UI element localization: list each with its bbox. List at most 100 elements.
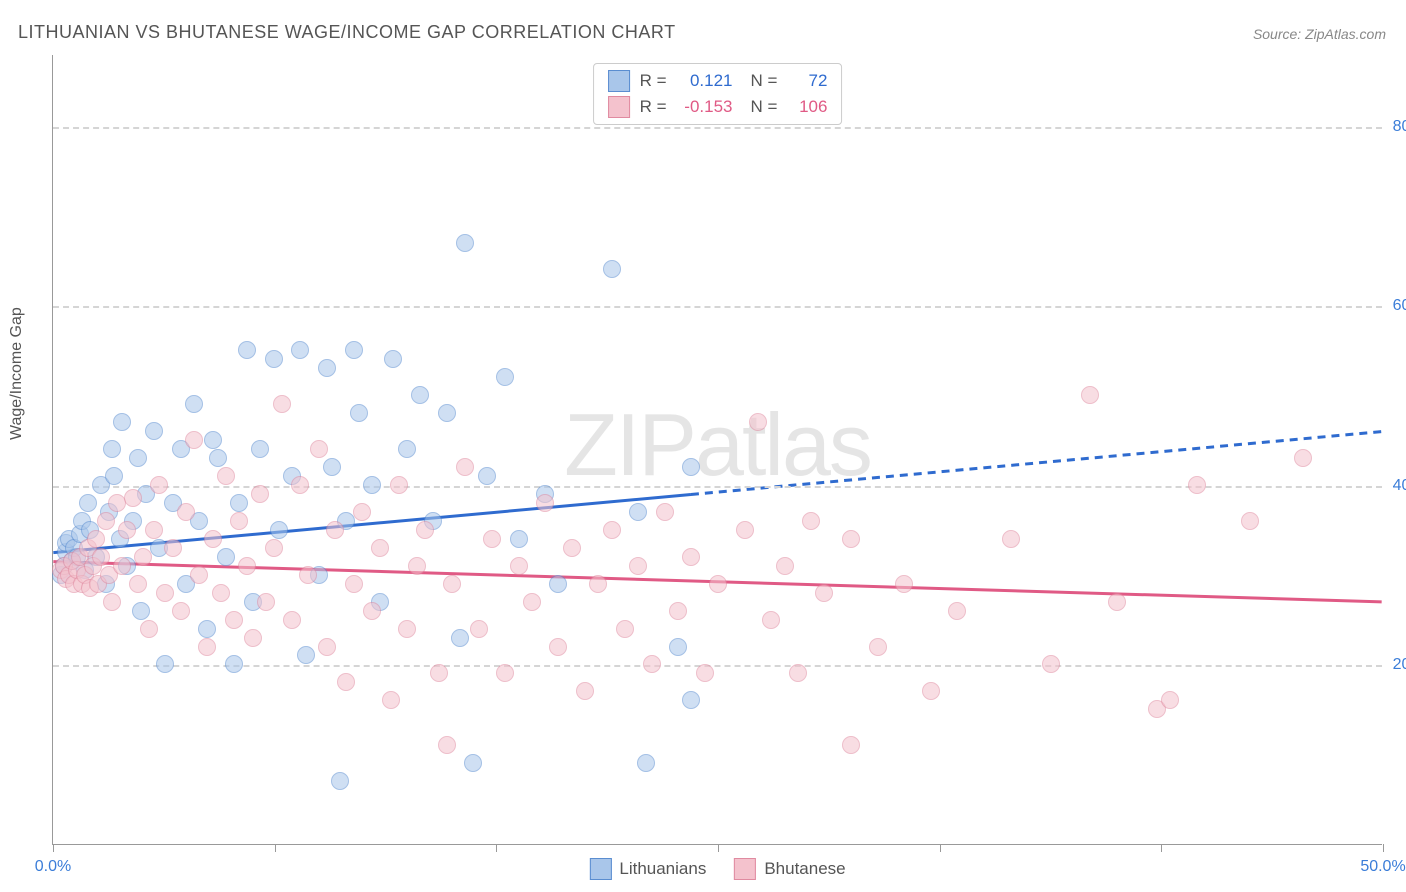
y-tick-label: 60.0% (1393, 297, 1406, 315)
scatter-point (470, 620, 488, 638)
scatter-point (297, 646, 315, 664)
chart-plot-area: ZIPatlas R =0.121N =72R =-0.153N =106 Li… (52, 55, 1382, 845)
scatter-point (443, 575, 461, 593)
scatter-point (536, 494, 554, 512)
scatter-point (105, 467, 123, 485)
scatter-point (57, 534, 75, 552)
scatter-point (416, 521, 434, 539)
scatter-point (71, 525, 89, 543)
scatter-point (345, 341, 363, 359)
scatter-point (55, 557, 73, 575)
scatter-point (682, 458, 700, 476)
scatter-point (1294, 449, 1312, 467)
scatter-point (65, 539, 83, 557)
scatter-point (164, 539, 182, 557)
scatter-point (483, 530, 501, 548)
scatter-point (103, 440, 121, 458)
legend-n-label: N = (751, 97, 778, 117)
scatter-point (68, 561, 86, 579)
legend-r-label: R = (640, 71, 667, 91)
scatter-point (71, 548, 89, 566)
scatter-point (225, 611, 243, 629)
trend-lines-layer (53, 55, 1382, 844)
scatter-point (185, 431, 203, 449)
scatter-point (283, 611, 301, 629)
scatter-point (749, 413, 767, 431)
watermark-logo: ZIPatlas (564, 393, 871, 495)
legend-row: R =-0.153N =106 (608, 96, 828, 118)
scatter-point (65, 575, 83, 593)
legend-bottom-item: Bhutanese (734, 858, 845, 880)
chart-title: LITHUANIAN VS BHUTANESE WAGE/INCOME GAP … (18, 22, 676, 43)
scatter-point (398, 620, 416, 638)
scatter-point (217, 548, 235, 566)
scatter-point (438, 404, 456, 422)
scatter-point (353, 503, 371, 521)
scatter-point (549, 638, 567, 656)
scatter-point (424, 512, 442, 530)
scatter-point (108, 494, 126, 512)
scatter-point (257, 593, 275, 611)
scatter-point (150, 539, 168, 557)
scatter-point (291, 341, 309, 359)
scatter-point (371, 593, 389, 611)
scatter-point (398, 440, 416, 458)
scatter-point (129, 575, 147, 593)
x-tick (940, 844, 941, 852)
legend-swatch (608, 70, 630, 92)
scatter-point (318, 359, 336, 377)
scatter-point (73, 512, 91, 530)
scatter-point (68, 548, 86, 566)
scatter-point (709, 575, 727, 593)
gridline (53, 665, 1382, 667)
scatter-point (478, 467, 496, 485)
scatter-point (283, 467, 301, 485)
scatter-point (408, 557, 426, 575)
scatter-point (111, 530, 129, 548)
scatter-point (60, 530, 78, 548)
x-tick-label: 50.0% (1360, 858, 1405, 876)
scatter-point (238, 557, 256, 575)
legend-swatch (589, 858, 611, 880)
scatter-point (230, 494, 248, 512)
source-attribution: Source: ZipAtlas.com (1253, 26, 1386, 42)
scatter-point (350, 404, 368, 422)
legend-n-value: 72 (787, 71, 827, 91)
scatter-point (164, 494, 182, 512)
scatter-point (331, 772, 349, 790)
scatter-point (198, 620, 216, 638)
scatter-point (244, 629, 262, 647)
y-tick-label: 40.0% (1393, 477, 1406, 495)
scatter-point (204, 431, 222, 449)
scatter-point (89, 575, 107, 593)
gridline (53, 486, 1382, 488)
scatter-point (842, 530, 860, 548)
scatter-point (57, 543, 75, 561)
scatter-point (79, 494, 97, 512)
scatter-point (190, 566, 208, 584)
scatter-point (603, 260, 621, 278)
scatter-point (411, 386, 429, 404)
scatter-point (212, 584, 230, 602)
scatter-point (869, 638, 887, 656)
y-tick-label: 20.0% (1393, 656, 1406, 674)
scatter-point (79, 539, 97, 557)
legend-n-label: N = (751, 71, 778, 91)
legend-series-label: Bhutanese (764, 859, 845, 879)
gridline (53, 306, 1382, 308)
scatter-point (310, 566, 328, 584)
y-tick-label: 80.0% (1393, 118, 1406, 136)
scatter-point (124, 512, 142, 530)
scatter-point (113, 557, 131, 575)
legend-r-value: 0.121 (677, 71, 733, 91)
scatter-point (1081, 386, 1099, 404)
scatter-point (762, 611, 780, 629)
scatter-point (124, 489, 142, 507)
legend-series-label: Lithuanians (619, 859, 706, 879)
scatter-point (363, 602, 381, 620)
series-legend: Lithuanians Bhutanese (589, 858, 845, 880)
scatter-point (337, 512, 355, 530)
scatter-point (1002, 530, 1020, 548)
scatter-point (100, 566, 118, 584)
scatter-point (177, 575, 195, 593)
